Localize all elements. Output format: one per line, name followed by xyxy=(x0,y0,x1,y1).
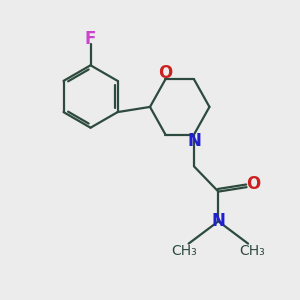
Text: N: N xyxy=(212,212,225,230)
Text: O: O xyxy=(158,64,172,82)
Text: CH₃: CH₃ xyxy=(240,244,266,258)
Text: O: O xyxy=(246,175,260,193)
Text: F: F xyxy=(85,29,96,47)
Text: CH₃: CH₃ xyxy=(171,244,197,258)
Text: N: N xyxy=(187,132,201,150)
